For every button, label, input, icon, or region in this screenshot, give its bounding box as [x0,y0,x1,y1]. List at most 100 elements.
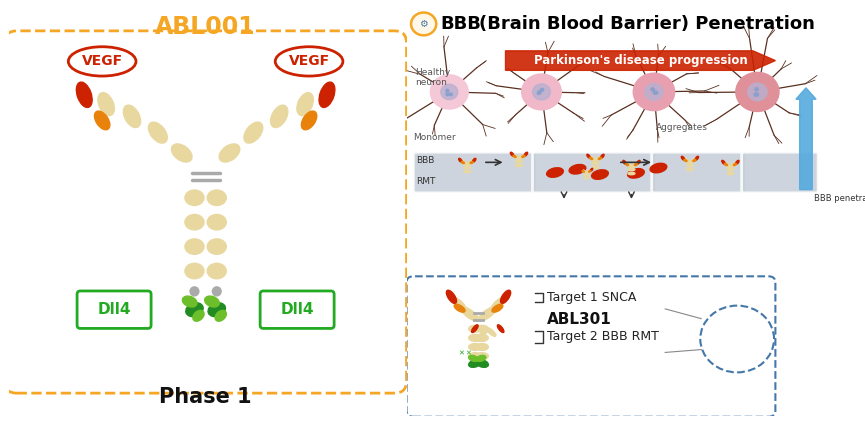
Ellipse shape [461,160,468,166]
Circle shape [653,91,657,94]
Ellipse shape [547,168,563,177]
Ellipse shape [510,152,514,156]
Text: VEGF: VEGF [289,54,330,68]
Ellipse shape [469,355,478,361]
Ellipse shape [492,304,503,312]
Ellipse shape [684,159,687,162]
Text: Target 1 SNCA: Target 1 SNCA [548,291,637,304]
Ellipse shape [584,174,589,176]
Ellipse shape [452,298,467,312]
Ellipse shape [478,307,497,321]
Ellipse shape [628,168,635,171]
Text: Aggregates: Aggregates [657,123,708,132]
Ellipse shape [735,160,739,164]
Ellipse shape [490,298,504,312]
Ellipse shape [185,190,204,206]
FancyBboxPatch shape [407,276,775,417]
Text: BBB: BBB [416,156,435,165]
Ellipse shape [471,325,478,332]
Ellipse shape [215,310,227,321]
Text: (Brain Blood Barrier) Penetration: (Brain Blood Barrier) Penetration [479,15,816,33]
Ellipse shape [592,162,599,165]
Ellipse shape [479,328,489,336]
Ellipse shape [185,215,204,230]
Circle shape [411,13,436,35]
Circle shape [644,84,663,100]
Ellipse shape [301,111,317,130]
Ellipse shape [98,92,114,116]
Ellipse shape [592,166,599,169]
Ellipse shape [734,164,736,166]
Ellipse shape [625,162,632,168]
FancyArrow shape [505,51,775,70]
Ellipse shape [454,304,465,312]
FancyBboxPatch shape [651,152,746,193]
Ellipse shape [205,296,220,307]
Ellipse shape [497,325,504,332]
Ellipse shape [590,168,593,171]
Ellipse shape [730,162,737,168]
Ellipse shape [476,353,489,360]
Ellipse shape [637,160,640,164]
Ellipse shape [724,164,727,166]
Text: Target 2 BBB RMT: Target 2 BBB RMT [548,330,659,343]
Ellipse shape [244,122,263,143]
Circle shape [537,92,541,95]
Circle shape [431,75,468,109]
Ellipse shape [474,338,485,341]
Ellipse shape [461,307,478,321]
Ellipse shape [724,162,731,168]
Text: RMT: RMT [416,177,436,186]
Ellipse shape [464,170,471,173]
Ellipse shape [186,303,203,317]
Ellipse shape [458,158,462,162]
Ellipse shape [589,157,593,159]
Ellipse shape [628,172,635,175]
Ellipse shape [208,215,227,230]
Text: ⚙: ⚙ [420,19,428,29]
Circle shape [449,93,452,96]
Ellipse shape [477,355,486,361]
Text: Healthy
neuron: Healthy neuron [415,67,451,87]
Ellipse shape [271,105,288,128]
Text: Phase 1: Phase 1 [159,387,252,407]
Ellipse shape [208,190,227,206]
Circle shape [445,89,449,92]
Ellipse shape [94,111,110,130]
Ellipse shape [149,122,167,143]
FancyBboxPatch shape [260,291,334,329]
Ellipse shape [467,160,474,166]
Text: Dll4: Dll4 [280,302,314,317]
Ellipse shape [687,164,694,167]
Text: Parkinson's disease progression: Parkinson's disease progression [534,54,747,67]
Ellipse shape [476,335,489,341]
Ellipse shape [683,158,690,164]
Ellipse shape [582,170,586,174]
Text: ABL301: ABL301 [548,312,612,327]
Ellipse shape [588,170,591,172]
Ellipse shape [476,325,489,332]
Ellipse shape [693,159,696,162]
Ellipse shape [516,160,522,162]
Ellipse shape [695,156,699,160]
Ellipse shape [650,163,667,173]
Ellipse shape [486,328,496,336]
Ellipse shape [623,160,626,164]
Text: ✕: ✕ [458,350,464,356]
Ellipse shape [319,82,335,107]
Circle shape [736,73,779,112]
Circle shape [533,84,550,100]
Ellipse shape [185,239,204,254]
Ellipse shape [600,154,604,158]
Ellipse shape [469,343,481,350]
Circle shape [755,93,759,96]
Circle shape [701,306,774,372]
Circle shape [522,74,561,110]
Ellipse shape [68,47,136,76]
Ellipse shape [464,166,471,169]
Ellipse shape [687,168,694,170]
Circle shape [538,91,541,93]
Ellipse shape [727,172,734,175]
FancyArrow shape [796,88,816,190]
Ellipse shape [512,154,520,159]
